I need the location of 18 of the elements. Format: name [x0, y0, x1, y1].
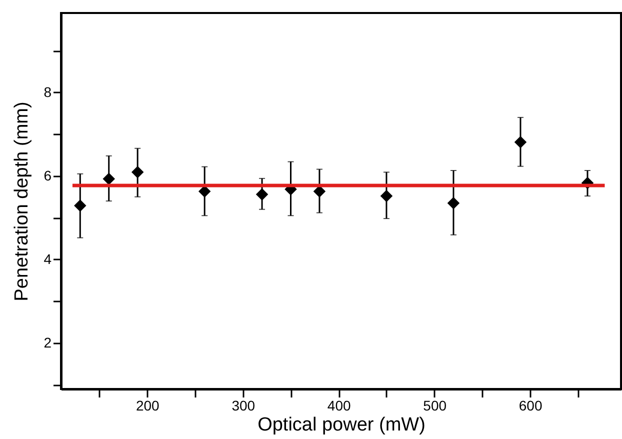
x-tick-label: 200: [136, 398, 160, 414]
point: [102, 172, 115, 185]
x-tick-label: 500: [423, 398, 447, 414]
point: [514, 136, 527, 148]
y-axis-title: Penetration depth (mm): [12, 102, 33, 302]
x-tick-label: 600: [518, 398, 542, 414]
point: [380, 190, 393, 202]
x-tick-label: 300: [232, 398, 256, 414]
x-axis-title: Optical power (mW): [258, 414, 426, 436]
point: [74, 199, 86, 212]
y-tick-label: 6: [44, 167, 52, 184]
x-tick-label: 400: [327, 398, 351, 414]
point: [447, 196, 460, 210]
y-tick-label: 8: [44, 84, 52, 100]
point: [256, 188, 268, 200]
point: [131, 166, 144, 178]
y-tick-label: 2: [44, 334, 52, 351]
y-tick-label: 4: [44, 250, 52, 267]
